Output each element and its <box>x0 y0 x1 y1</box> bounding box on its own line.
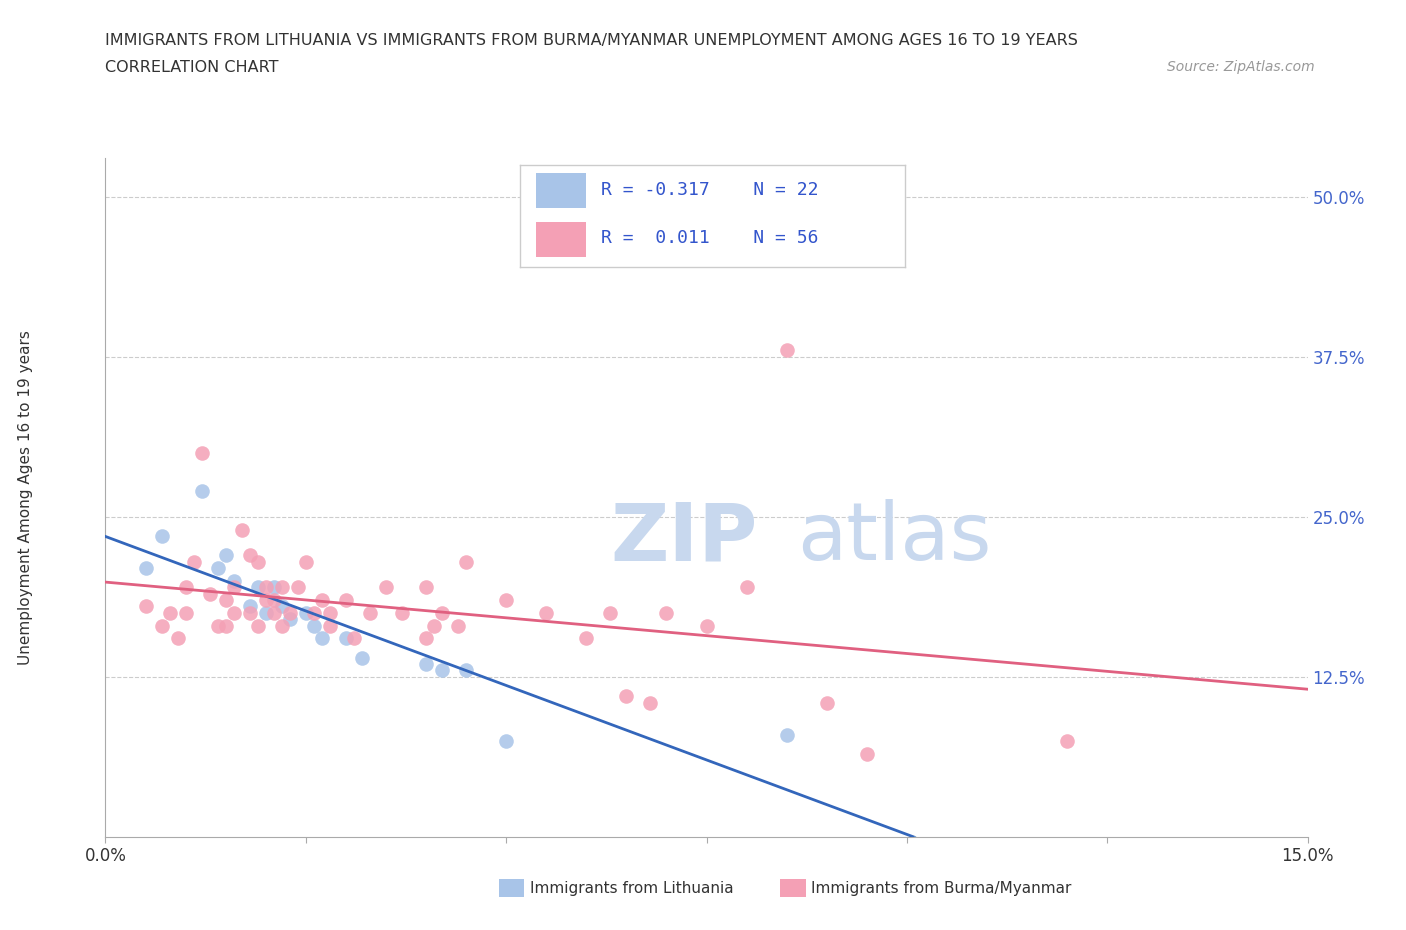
Point <box>335 592 357 607</box>
Point <box>359 605 381 620</box>
Point <box>190 445 212 460</box>
Point <box>319 618 342 633</box>
Point <box>150 528 173 543</box>
Point <box>311 631 333 646</box>
Text: atlas: atlas <box>797 499 991 578</box>
Point <box>599 605 621 620</box>
Text: Source: ZipAtlas.com: Source: ZipAtlas.com <box>1167 60 1315 74</box>
Point <box>430 605 453 620</box>
Point <box>575 631 598 646</box>
Point <box>135 561 157 576</box>
Point <box>735 579 758 594</box>
Point <box>855 746 877 761</box>
Point <box>454 554 477 569</box>
Point <box>222 605 245 620</box>
Point <box>150 618 173 633</box>
Point <box>270 579 292 594</box>
Point <box>246 579 269 594</box>
Point <box>254 605 277 620</box>
Point <box>454 663 477 678</box>
Text: Immigrants from Lithuania: Immigrants from Lithuania <box>530 881 734 896</box>
Text: IMMIGRANTS FROM LITHUANIA VS IMMIGRANTS FROM BURMA/MYANMAR UNEMPLOYMENT AMONG AG: IMMIGRANTS FROM LITHUANIA VS IMMIGRANTS … <box>105 33 1078 47</box>
Point <box>447 618 470 633</box>
Point <box>343 631 366 646</box>
Point <box>135 599 157 614</box>
Point <box>655 605 678 620</box>
Point <box>174 579 197 594</box>
Point <box>263 605 285 620</box>
Point <box>190 484 212 498</box>
Point <box>166 631 188 646</box>
Point <box>295 605 318 620</box>
Point <box>183 554 205 569</box>
Point <box>231 522 253 537</box>
Point <box>278 605 301 620</box>
Point <box>239 548 262 563</box>
Point <box>391 605 413 620</box>
Point <box>815 695 838 710</box>
Point <box>159 605 181 620</box>
Point <box>222 579 245 594</box>
Point <box>214 548 236 563</box>
Point <box>776 343 799 358</box>
Point <box>415 579 437 594</box>
Point <box>287 579 309 594</box>
Point <box>207 561 229 576</box>
Point <box>415 631 437 646</box>
Point <box>776 727 799 742</box>
Point <box>319 605 342 620</box>
Point <box>263 579 285 594</box>
Point <box>534 605 557 620</box>
Point <box>263 592 285 607</box>
Point <box>207 618 229 633</box>
Point <box>1056 734 1078 749</box>
Point <box>311 592 333 607</box>
Point <box>278 612 301 627</box>
Point <box>270 599 292 614</box>
Point <box>616 688 638 703</box>
Point <box>270 618 292 633</box>
Point <box>423 618 446 633</box>
Point <box>214 618 236 633</box>
Point <box>495 734 517 749</box>
Point <box>174 605 197 620</box>
Point <box>222 574 245 589</box>
Text: Unemployment Among Ages 16 to 19 years: Unemployment Among Ages 16 to 19 years <box>18 330 32 665</box>
Point <box>295 554 318 569</box>
Point <box>302 605 325 620</box>
Point <box>495 592 517 607</box>
Point <box>415 657 437 671</box>
Point <box>374 579 398 594</box>
Point <box>246 618 269 633</box>
Point <box>239 605 262 620</box>
Point <box>430 663 453 678</box>
Point <box>239 599 262 614</box>
Text: CORRELATION CHART: CORRELATION CHART <box>105 60 278 75</box>
Point <box>696 618 718 633</box>
Point <box>246 554 269 569</box>
Text: Immigrants from Burma/Myanmar: Immigrants from Burma/Myanmar <box>811 881 1071 896</box>
Point <box>335 631 357 646</box>
Point <box>640 695 662 710</box>
Point <box>198 586 221 601</box>
Point <box>350 650 373 665</box>
Point <box>254 592 277 607</box>
Point <box>254 579 277 594</box>
Point <box>302 618 325 633</box>
Point <box>214 592 236 607</box>
Text: ZIP: ZIP <box>610 499 758 578</box>
